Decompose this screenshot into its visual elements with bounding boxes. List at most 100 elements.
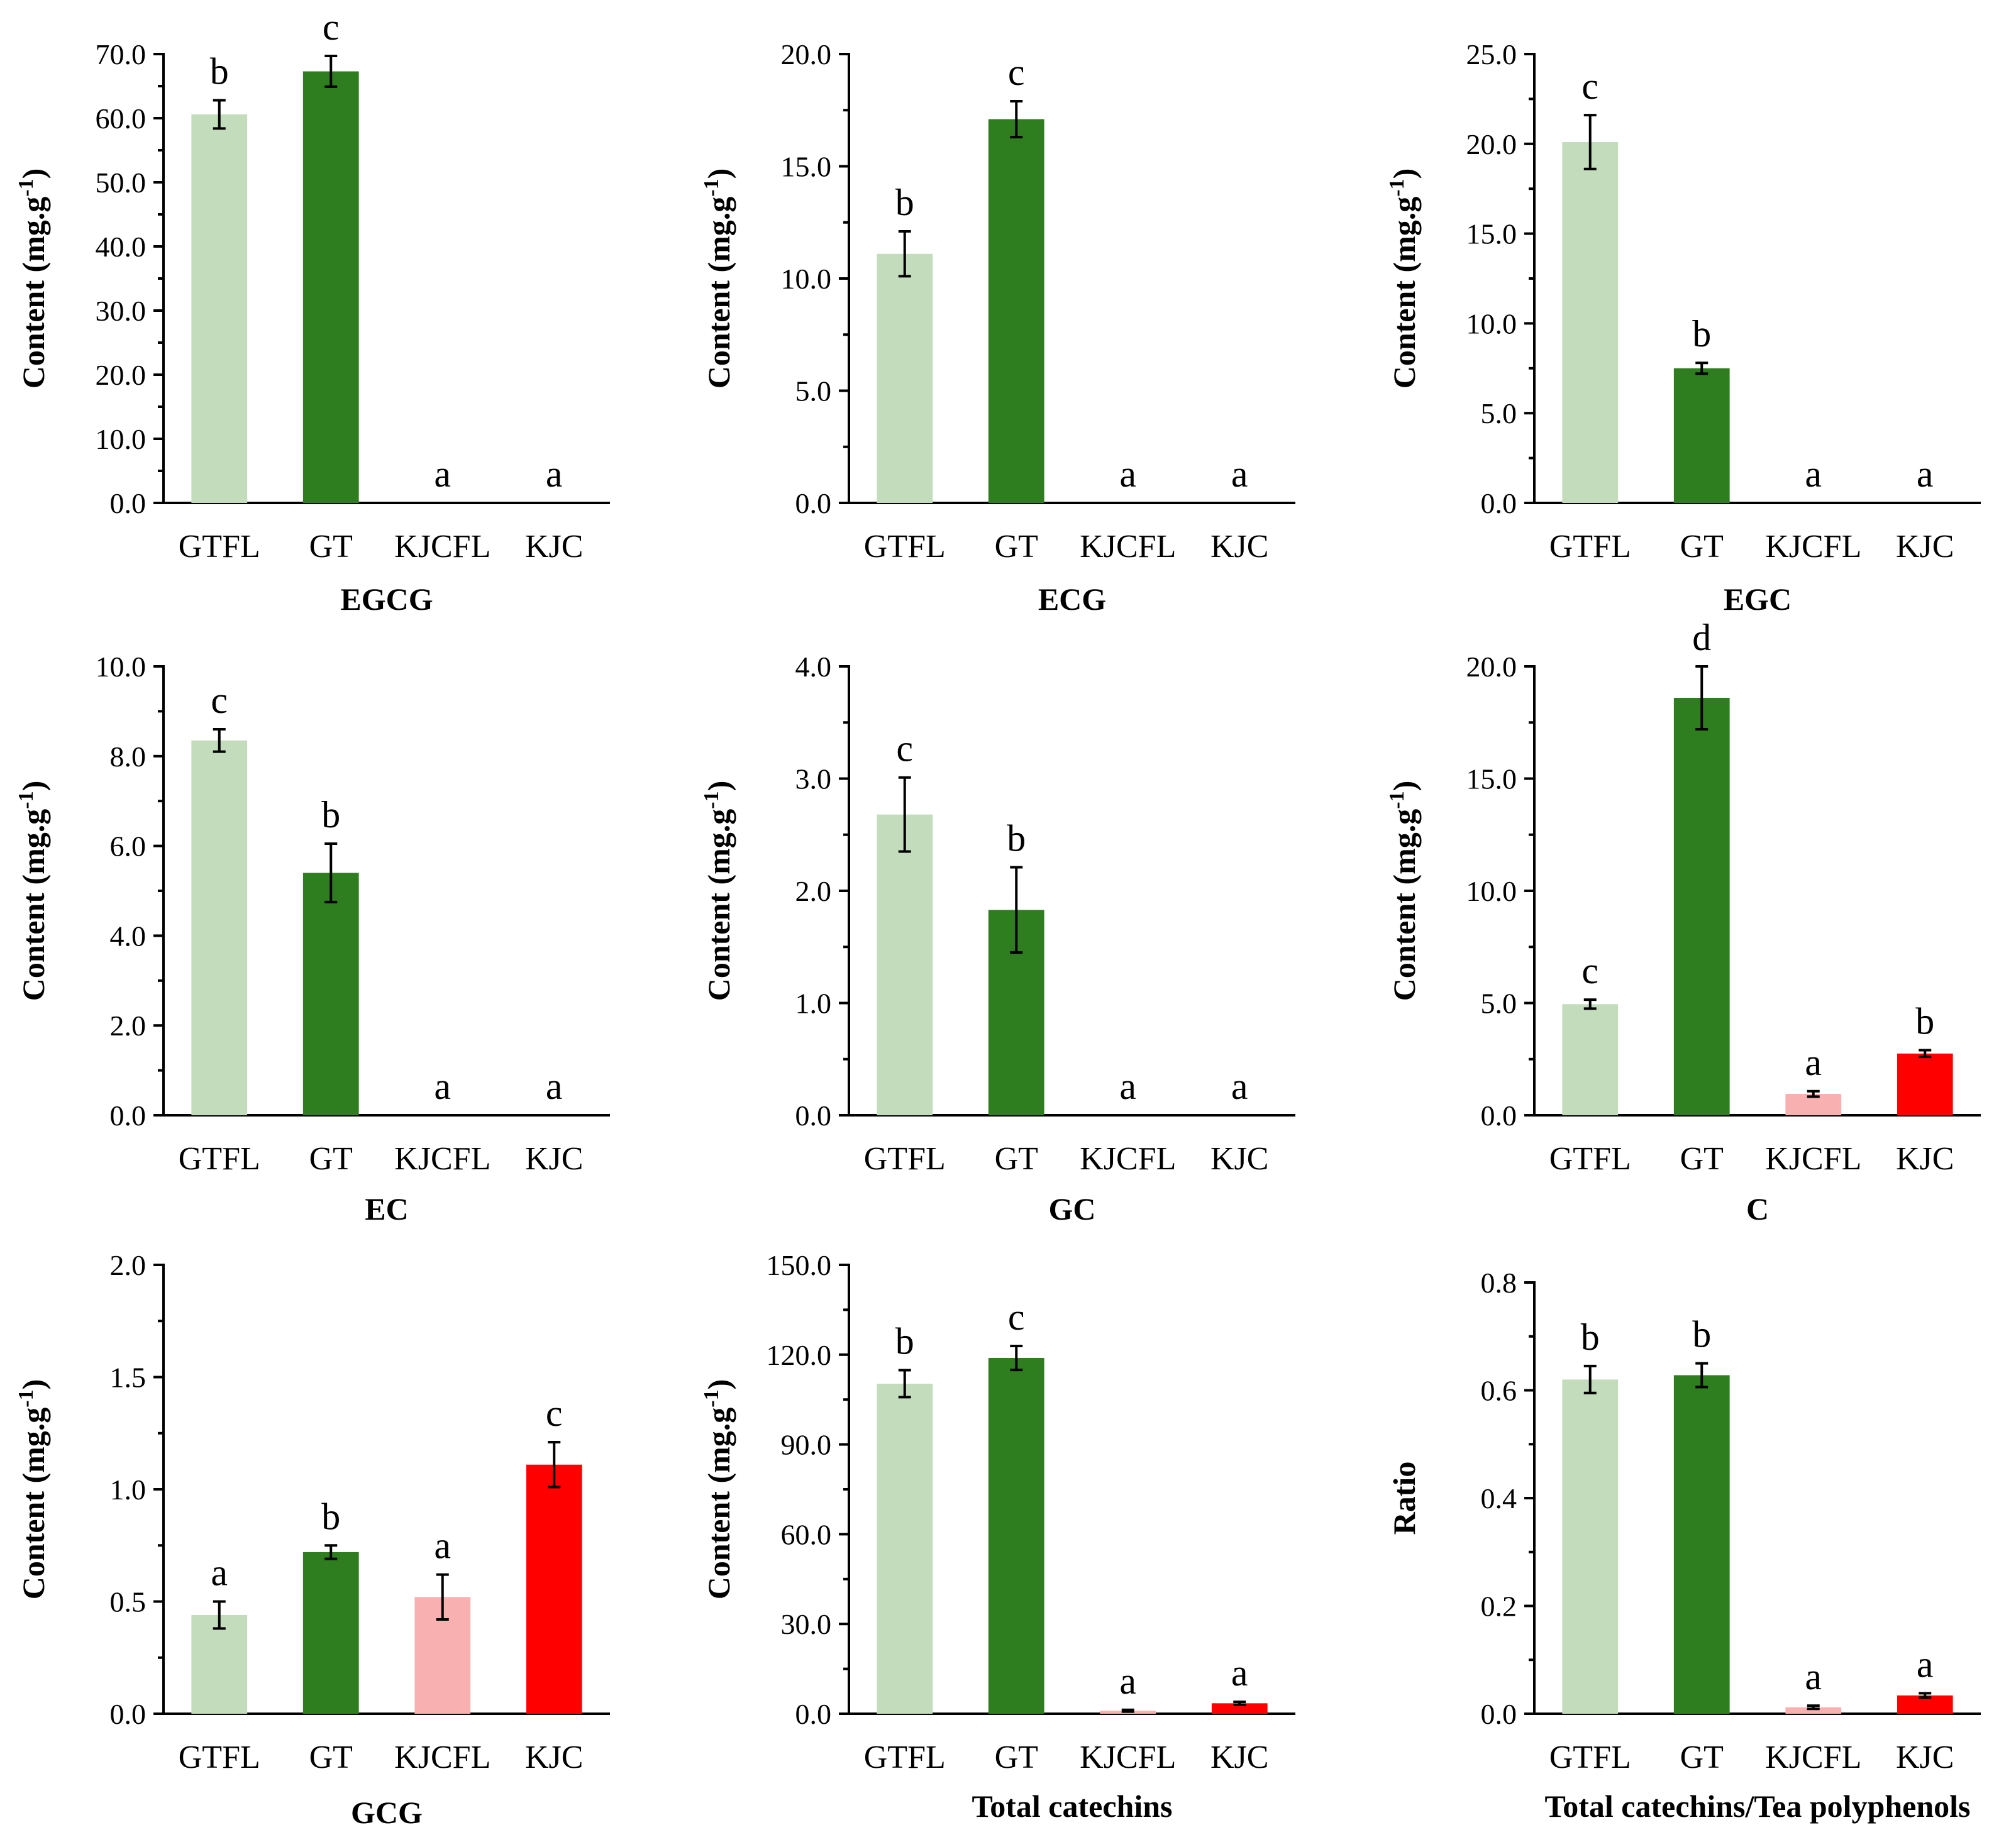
chart-title: GC [1049,1191,1096,1227]
y-tick-label: 0.0 [795,1100,832,1132]
y-tick-label: 20.0 [1466,128,1517,160]
significance-letter: a [1805,1042,1822,1083]
error-bar [1695,1362,1709,1389]
error-bar [1807,1089,1820,1098]
error-bar [1695,665,1709,731]
x-tick-label: GT [309,1740,353,1775]
significance-letter: a [546,453,563,495]
x-tick-label: GT [309,529,353,565]
significance-letter: a [211,1552,228,1594]
x-tick-label: GTFL [1549,1740,1631,1775]
significance-letter: a [1231,1652,1248,1694]
x-tick-label: KJC [1896,1740,1954,1775]
significance-letter: a [546,1066,563,1107]
significance-letter: c [211,680,228,721]
y-tick-label: 4.0 [110,920,147,952]
significance-letter: b [1915,1000,1934,1042]
significance-letter: b [321,794,340,836]
error-bar [436,1573,449,1621]
y-tick-label: 8.0 [110,741,147,773]
error-bar [548,1441,561,1489]
significance-letter: b [1581,1316,1600,1358]
x-tick-label: KJC [1210,1740,1268,1775]
bar-gt [1673,1375,1730,1714]
x-tick-label: GT [995,1141,1038,1177]
significance-letter: d [1692,617,1711,658]
y-tick-label: 4.0 [795,651,832,683]
bar-gtfl [877,1383,933,1714]
x-tick-label: GTFL [179,1141,260,1177]
significance-letter: a [434,1066,451,1107]
y-tick-label: 50.0 [96,167,147,199]
y-tick-label: 0.6 [1481,1375,1517,1407]
error-bar [1919,1692,1932,1699]
y-axis-title: Content (mg.g-1) [1385,168,1422,389]
significance-letter: a [1805,453,1822,495]
chart-title: ECG [1038,582,1106,617]
bar-gt [302,71,359,504]
y-tick-label: 0.4 [1481,1482,1517,1514]
bar-gtfl [191,114,248,503]
error-bar [324,1544,338,1560]
y-axis-title: Content (mg.g-1) [700,168,737,389]
y-tick-label: 0.0 [1481,1100,1517,1132]
x-tick-label: GTFL [864,529,946,565]
x-tick-label: KJCFL [394,529,490,565]
y-tick-label: 2.0 [795,875,832,907]
y-tick-label: 10.0 [96,423,147,455]
x-tick-label: KJCFL [1765,1141,1861,1177]
chart-title: EGC [1724,582,1792,617]
significance-letter: b [1692,313,1711,355]
bar-gtfl [191,1614,248,1714]
x-tick-label: KJC [1896,529,1954,565]
error-bar [898,1369,911,1399]
bar-gtfl [1562,1379,1619,1714]
y-tick-label: 70.0 [96,38,147,70]
significance-letter: b [1007,818,1026,859]
significance-letter: b [895,182,914,223]
y-tick-label: 0.5 [110,1586,147,1618]
x-tick-label: KJC [1210,529,1268,565]
significance-letter: a [1917,1643,1934,1685]
error-bar [898,230,911,278]
chart-title: Total catechins/Tea polyphenols [1544,1789,1970,1824]
bar-gtfl [1562,1004,1619,1115]
x-tick-label: KJC [525,529,583,565]
y-tick-label: 40.0 [96,231,147,263]
error-bar [1583,114,1597,170]
y-tick-label: 30.0 [96,295,147,327]
significance-letter: b [895,1321,914,1362]
y-tick-label: 2.0 [110,1010,147,1042]
y-tick-label: 0.8 [1481,1267,1517,1299]
error-bar [1010,99,1023,139]
y-tick-label: 6.0 [110,830,147,863]
bar-kjc [1897,1053,1953,1115]
y-axis-title: Content (mg.g-1) [14,781,52,1001]
x-tick-label: GTFL [1549,1141,1631,1177]
y-tick-label: 1.5 [110,1362,147,1394]
bar-gt [302,1552,359,1714]
y-tick-label: 0.0 [110,1100,147,1132]
significance-letter: b [210,50,229,92]
bar-kjc [526,1464,582,1714]
bar-gt [1673,368,1730,503]
chart-title: C [1746,1191,1769,1227]
y-tick-label: 0.0 [110,487,147,519]
y-tick-label: 1.0 [795,988,832,1020]
significance-letter: a [1231,1066,1248,1107]
x-tick-label: KJCFL [1080,1740,1176,1775]
x-tick-label: GT [1680,1740,1724,1775]
y-tick-label: 0.0 [1481,1698,1517,1730]
y-tick-label: 5.0 [1481,397,1517,429]
x-tick-label: KJC [1210,1141,1268,1177]
bar-gtfl [877,253,933,503]
error-bar [898,776,911,853]
x-tick-label: KJC [525,1141,583,1177]
x-tick-label: KJCFL [394,1141,490,1177]
